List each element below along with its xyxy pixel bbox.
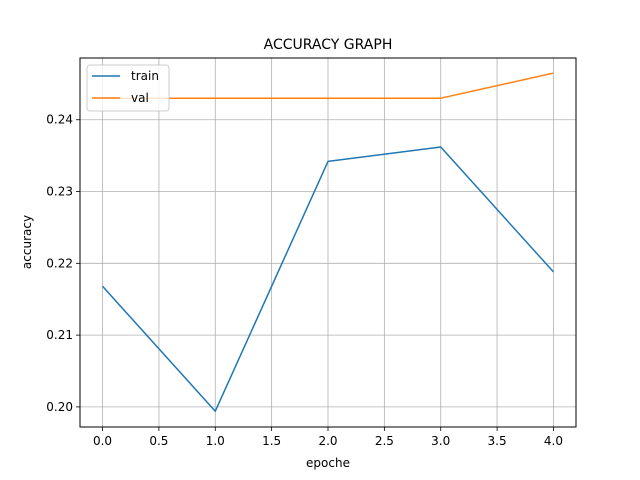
x-tick-label: 4.0: [544, 434, 563, 448]
x-tick-label: 1.5: [262, 434, 281, 448]
series-lines: [101, 72, 555, 412]
legend-label-val: val: [131, 91, 149, 105]
x-axis-label: epoche: [306, 456, 350, 470]
grid: [80, 58, 576, 427]
x-tick-label: 0.5: [149, 434, 168, 448]
x-tick-label: 3.0: [431, 434, 450, 448]
chart-title: ACCURACY GRAPH: [264, 37, 393, 53]
series-line-train: [101, 146, 555, 412]
x-tick-label: 3.5: [488, 434, 507, 448]
x-tick-label: 0.0: [93, 434, 112, 448]
y-tick-label: 0.23: [46, 185, 73, 199]
legend-label-train: train: [131, 69, 159, 83]
y-axis-label: accuracy: [20, 215, 34, 269]
y-tick-label: 0.22: [46, 256, 73, 270]
y-tick-label: 0.20: [46, 400, 73, 414]
y-tick-label: 0.24: [46, 113, 73, 127]
x-ticks: 0.0 0.5 1.0 1.5 2.0 2.5 3.0 3.5 4.0: [93, 427, 563, 448]
x-tick-label: 1.0: [206, 434, 225, 448]
legend: train val: [86, 64, 170, 112]
x-tick-label: 2.5: [375, 434, 394, 448]
y-ticks: 0.20 0.21 0.22 0.23 0.24: [46, 113, 80, 414]
x-tick-label: 2.0: [318, 434, 337, 448]
y-tick-label: 0.21: [46, 328, 73, 342]
series-line-val: [102, 72, 554, 99]
